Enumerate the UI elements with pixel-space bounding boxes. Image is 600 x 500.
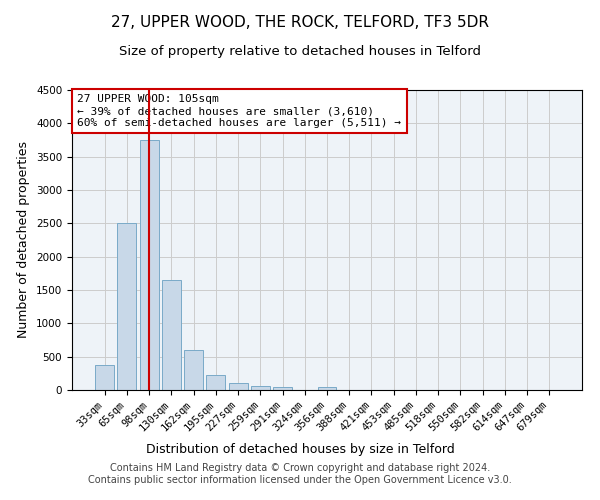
Bar — [95, 365, 114, 390]
Bar — [229, 382, 248, 390]
Text: Distribution of detached houses by size in Telford: Distribution of detached houses by size … — [146, 442, 454, 456]
Text: Contains HM Land Registry data © Crown copyright and database right 2024.
Contai: Contains HM Land Registry data © Crown c… — [88, 464, 512, 485]
Bar — [184, 350, 203, 390]
Bar — [118, 224, 136, 390]
Bar — [162, 280, 181, 390]
Bar — [251, 386, 270, 390]
Text: 27, UPPER WOOD, THE ROCK, TELFORD, TF3 5DR: 27, UPPER WOOD, THE ROCK, TELFORD, TF3 5… — [111, 15, 489, 30]
Bar — [273, 388, 292, 390]
Bar — [140, 140, 158, 390]
Bar — [206, 375, 225, 390]
Text: Size of property relative to detached houses in Telford: Size of property relative to detached ho… — [119, 45, 481, 58]
Bar — [317, 386, 337, 390]
Text: 27 UPPER WOOD: 105sqm
← 39% of detached houses are smaller (3,610)
60% of semi-d: 27 UPPER WOOD: 105sqm ← 39% of detached … — [77, 94, 401, 128]
Y-axis label: Number of detached properties: Number of detached properties — [17, 142, 31, 338]
